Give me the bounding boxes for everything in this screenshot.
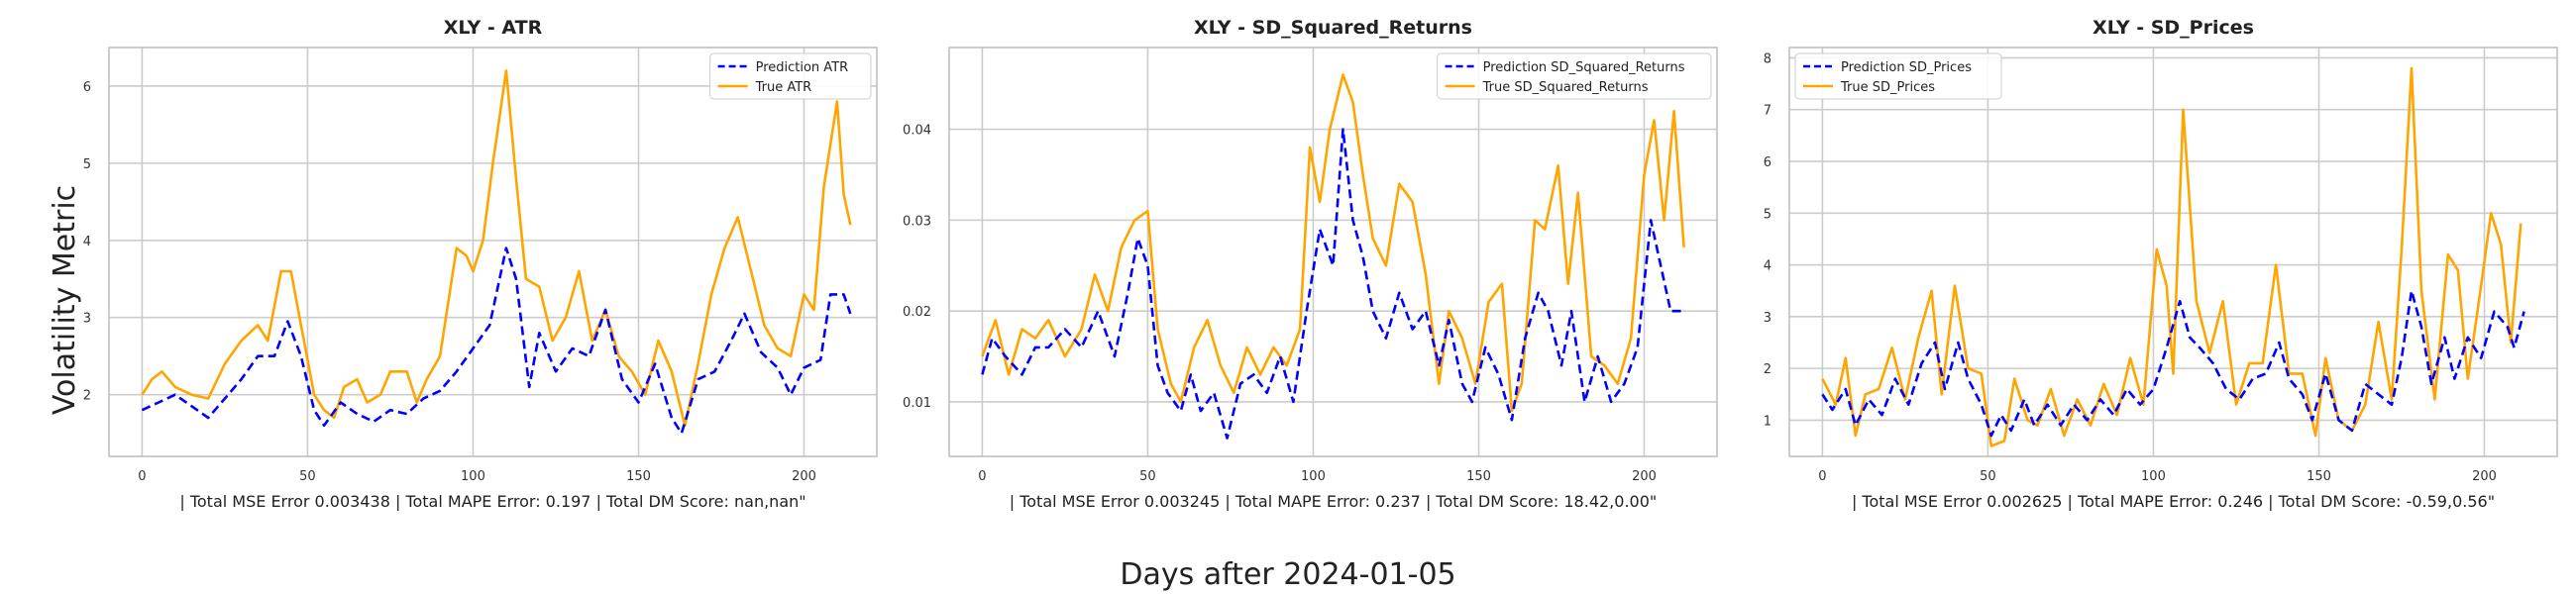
- axes-frame: [1788, 47, 2558, 457]
- y-tick-label: 6: [83, 80, 91, 95]
- subplot-2: 0 50 100 150 200 0.01 0.02 0.03 0.04 XLY - SD_Squ…: [903, 17, 1718, 511]
- y-tick-label: 2: [1764, 362, 1771, 377]
- x-tick-label: 50: [1139, 469, 1156, 484]
- legend-box: [1794, 52, 2002, 100]
- x-tick-label: 200: [1632, 469, 1657, 484]
- legend: Prediction SD_Squared_Returns True SD_Squ…: [1437, 52, 1712, 100]
- legend-label: True SD_Prices: [1840, 80, 1935, 95]
- x-tick-label: 200: [792, 469, 816, 484]
- y-tick-label: 1: [1764, 414, 1771, 429]
- series-line-prediction: [981, 128, 1684, 440]
- y-tick-label: 6: [1764, 155, 1771, 170]
- series-line-true: [141, 69, 852, 428]
- subplot-xlabel: | Total MSE Error 0.003245 | Total MAPE …: [1010, 492, 1658, 511]
- y-tick-label: 4: [1764, 259, 1771, 274]
- legend: Prediction ATR True ATR: [709, 52, 872, 100]
- subplot-1: 0 50 100 150 200 2 3 4 5 6 XLY - ATR | Total MSE Er…: [83, 17, 878, 511]
- x-tick-label: 100: [2141, 469, 2166, 484]
- plot-area: [949, 48, 1717, 456]
- legend-label: Prediction ATR: [756, 60, 849, 75]
- y-tick-label: 0.02: [903, 305, 931, 320]
- subplot-title: XLY - SD_Prices: [2093, 17, 2254, 39]
- y-tick-label: 8: [1764, 51, 1771, 66]
- x-tick-label: 100: [461, 469, 485, 484]
- series-line-prediction: [141, 247, 852, 435]
- subplot-title: XLY - ATR: [444, 17, 543, 39]
- axes-frame: [108, 47, 878, 457]
- y-tick-label: 2: [83, 389, 91, 404]
- y-tick-label: 0.04: [903, 124, 931, 139]
- x-tick-label: 50: [299, 469, 316, 484]
- legend-box: [1437, 52, 1712, 100]
- x-tick-label: 150: [2307, 469, 2331, 484]
- y-tick-label: 3: [1764, 311, 1771, 326]
- subplot-title: XLY - SD_Squared_Returns: [1194, 17, 1472, 39]
- x-tick-label: 50: [1980, 469, 1996, 484]
- legend-box: [709, 52, 872, 100]
- x-tick-label: 200: [2472, 469, 2497, 484]
- legend-label: Prediction SD_Squared_Returns: [1483, 60, 1685, 75]
- x-tick-label: 0: [978, 469, 986, 484]
- subplot-xlabel: | Total MSE Error 0.003438 | Total MAPE …: [179, 492, 805, 511]
- subplot-3: 0 50 100 150 200 1 2 3 4 5 6 7 8 XLY - SD_Prices | Tot…: [1764, 17, 2558, 511]
- y-tick-label: 7: [1764, 104, 1771, 119]
- series-line-true: [981, 73, 1685, 413]
- x-tick-label: 0: [1818, 469, 1826, 484]
- y-tick-label: 3: [83, 312, 91, 327]
- y-tick-label: 5: [83, 157, 91, 172]
- series-line-prediction: [1821, 289, 2525, 438]
- y-tick-label: 0.03: [903, 214, 931, 229]
- y-tick-label: 0.01: [903, 396, 931, 411]
- figure-ylabel: Volatility Metric: [48, 185, 82, 415]
- x-tick-label: 150: [1466, 469, 1491, 484]
- legend-label: Prediction SD_Prices: [1841, 60, 1972, 75]
- legend-label: True SD_Squared_Returns: [1482, 80, 1649, 95]
- subplot-xlabel: | Total MSE Error 0.002625 | Total MAPE …: [1852, 492, 2495, 511]
- y-tick-label: 4: [83, 235, 91, 249]
- plot-area: [109, 48, 877, 456]
- figure-xlabel: Days after 2024-01-05: [1120, 557, 1455, 592]
- legend: Prediction SD_Prices True SD_Prices: [1794, 52, 2002, 100]
- y-tick-label: 5: [1764, 207, 1771, 222]
- x-tick-label: 100: [1301, 469, 1326, 484]
- legend-label: True ATR: [755, 80, 812, 95]
- axes-frame: [948, 47, 1718, 457]
- x-tick-label: 0: [138, 469, 146, 484]
- plot-area: [1789, 48, 2557, 456]
- x-tick-label: 150: [626, 469, 651, 484]
